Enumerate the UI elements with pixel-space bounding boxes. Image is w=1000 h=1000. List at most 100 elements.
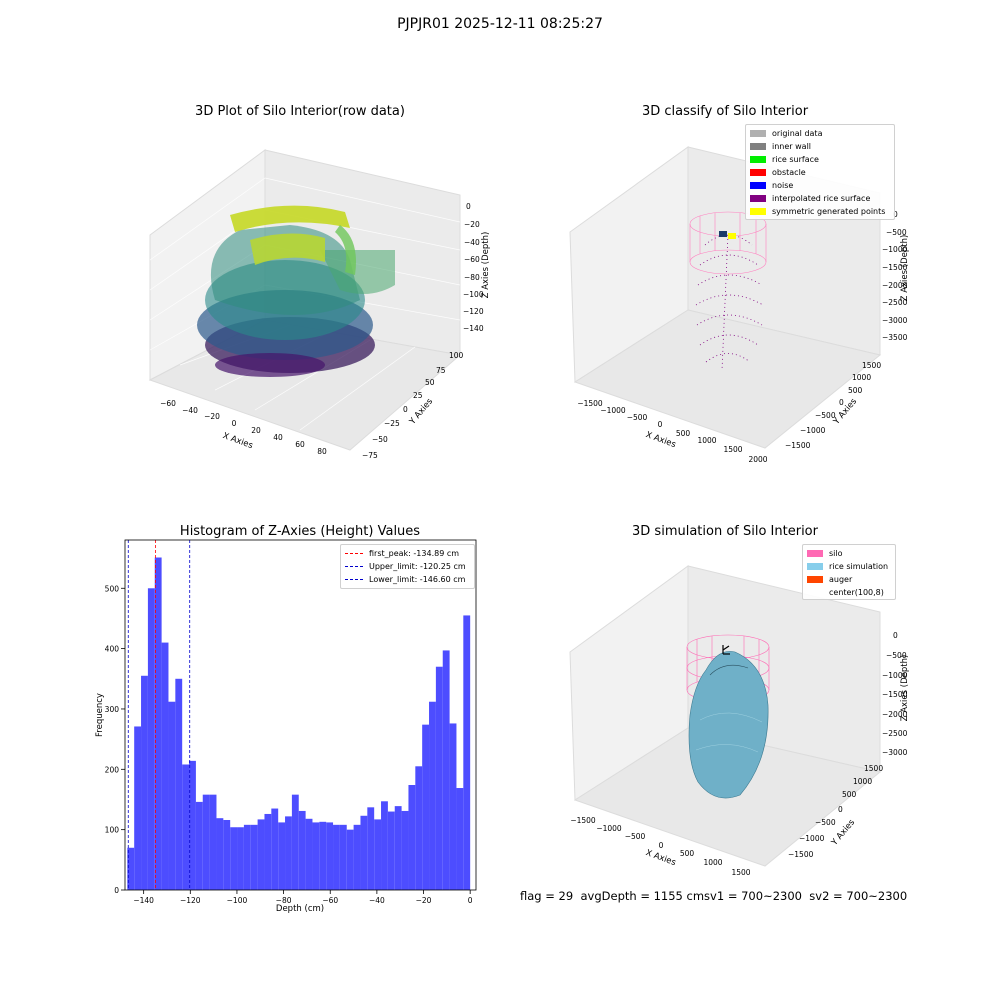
figure-title: PJPJR01 2025-12-11 08:25:27 <box>397 16 603 32</box>
legend-label: symmetric generated points <box>772 207 886 216</box>
legend-swatch <box>345 553 363 554</box>
histogram-bar <box>127 847 135 890</box>
histogram-bar <box>168 701 176 890</box>
histogram-bar <box>175 678 183 890</box>
histogram-x-tick-label: −120 <box>180 896 201 905</box>
histogram-bar <box>429 701 436 890</box>
histogram-bar <box>298 810 306 890</box>
legend-swatch <box>807 550 823 557</box>
histogram-bar <box>360 815 368 890</box>
histogram-bar <box>285 816 292 890</box>
legend-swatch <box>807 576 823 583</box>
histogram-bar <box>387 811 395 890</box>
legend-entry: rice simulation <box>807 560 891 573</box>
histogram-bar <box>408 785 416 890</box>
histogram-bar <box>326 822 334 890</box>
legend-label: Upper_limit: -120.25 cm <box>369 562 466 571</box>
legend-entry: rice surface <box>750 153 890 166</box>
legend-swatch <box>750 143 766 150</box>
histogram-bar <box>415 766 423 890</box>
histogram-xlabel: Depth (cm) <box>276 904 324 914</box>
legend-entry: noise <box>750 179 890 192</box>
histogram-bar <box>339 824 347 890</box>
histogram-bar <box>182 764 190 890</box>
histogram-bar <box>161 642 169 890</box>
histogram-bar <box>223 820 231 890</box>
legend-label: interpolated rice surface <box>772 194 871 203</box>
histogram-bar <box>456 788 464 890</box>
histogram-bar <box>189 760 196 890</box>
histogram-bar <box>449 723 457 890</box>
classify-plot-title: 3D classify of Silo Interior <box>641 104 809 119</box>
histogram-bar <box>257 819 265 890</box>
legend-entry: auger <box>807 573 891 586</box>
histogram-bar <box>141 675 148 890</box>
histogram-y-tick-label: 400 <box>105 645 120 654</box>
legend-entry: obstacle <box>750 166 890 179</box>
status-footer: flag = 29 avgDepth = 1155 cmsv1 = 700~23… <box>520 889 908 903</box>
legend-swatch <box>750 195 766 202</box>
legend-swatch <box>750 169 766 176</box>
histogram-y-tick-label: 0 <box>114 886 119 895</box>
legend-swatch <box>750 208 766 215</box>
legend-entry: symmetric generated points <box>750 205 890 218</box>
histogram-bar <box>243 824 251 890</box>
histogram-frame <box>124 539 477 891</box>
legend-swatch <box>345 566 363 567</box>
legend-label: noise <box>772 181 794 190</box>
histogram-y-tick-label: 200 <box>105 765 120 774</box>
legend-entry: center(100,8) <box>807 586 891 599</box>
histogram-bar <box>381 801 388 890</box>
legend-swatch <box>750 182 766 189</box>
histogram-x-tick-label: −40 <box>369 896 385 905</box>
histogram-bar <box>394 806 402 890</box>
histogram-bar <box>250 824 258 890</box>
histogram-bars <box>127 557 471 890</box>
simulation-plot-title: 3D simulation of Silo Interior <box>632 524 818 539</box>
legend-label: inner wall <box>772 142 812 151</box>
histogram-x-tick-label: −80 <box>276 896 292 905</box>
simulation-legend: silo rice simulation auger center(100,8) <box>802 544 896 600</box>
histogram-x-tick-label: −60 <box>322 896 338 905</box>
histogram-y-ticks: 0 100 200 300 400 500 <box>105 584 125 895</box>
histogram-y-tick-label: 300 <box>105 705 120 714</box>
histogram-bar <box>312 822 320 890</box>
histogram-bar <box>202 794 210 890</box>
histogram-bar <box>291 794 299 890</box>
legend-label: rice simulation <box>829 562 889 571</box>
classify-legend: original data inner wall rice surface obsta… <box>745 124 895 220</box>
histogram-bar <box>367 807 375 890</box>
histogram-threshold-lines <box>127 540 191 890</box>
histogram-bar <box>346 829 354 890</box>
histogram-bar <box>147 588 155 890</box>
histogram-bar <box>209 794 217 890</box>
legend-entry: Upper_limit: -120.25 cm <box>345 560 470 573</box>
histogram-bar <box>319 821 327 890</box>
histogram-x-tick-label: −140 <box>133 896 154 905</box>
legend-entry: first_peak: -134.89 cm <box>345 547 470 560</box>
histogram-bar <box>333 824 340 890</box>
histogram-bar <box>216 818 224 890</box>
legend-label: center(100,8) <box>829 588 884 597</box>
legend-swatch <box>345 579 363 580</box>
legend-swatch <box>750 130 766 137</box>
histogram-title: Histogram of Z-Axies (Height) Values <box>179 524 421 539</box>
histogram-bar <box>463 615 471 890</box>
legend-entry: inner wall <box>750 140 890 153</box>
legend-label: Lower_limit: -146.60 cm <box>369 575 466 584</box>
legend-label: first_peak: -134.89 cm <box>369 549 460 558</box>
legend-label: silo <box>829 549 843 558</box>
histogram-bar <box>305 818 313 890</box>
histogram-bar <box>401 810 409 890</box>
legend-swatch <box>750 156 766 163</box>
legend-label: obstacle <box>772 168 806 177</box>
legend-entry: Lower_limit: -146.60 cm <box>345 573 470 586</box>
histogram-bar <box>353 824 361 890</box>
histogram-bar <box>154 557 162 890</box>
legend-entry: silo <box>807 547 891 560</box>
legend-label: original data <box>772 129 823 138</box>
histogram-bar <box>374 819 382 890</box>
histogram-y-tick-label: 500 <box>105 584 120 593</box>
histogram-ylabel: Frequency <box>95 693 105 737</box>
